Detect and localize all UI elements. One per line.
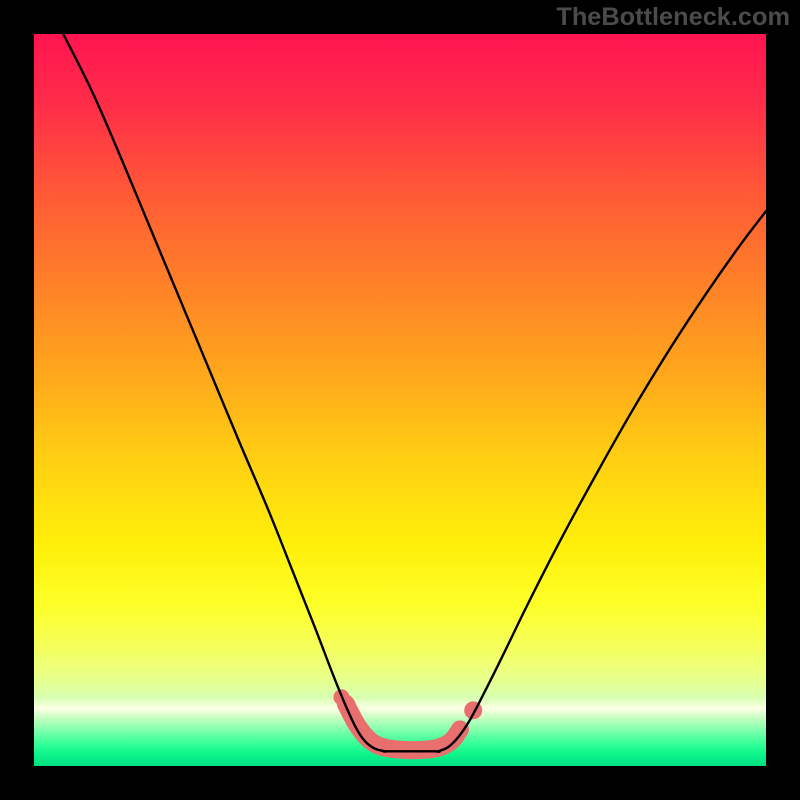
- chart-root: TheBottleneck.com: [0, 0, 800, 800]
- watermark-text: TheBottleneck.com: [556, 3, 790, 31]
- bottleneck-chart: TheBottleneck.com: [0, 0, 800, 800]
- plot-background-gradient: [34, 34, 766, 766]
